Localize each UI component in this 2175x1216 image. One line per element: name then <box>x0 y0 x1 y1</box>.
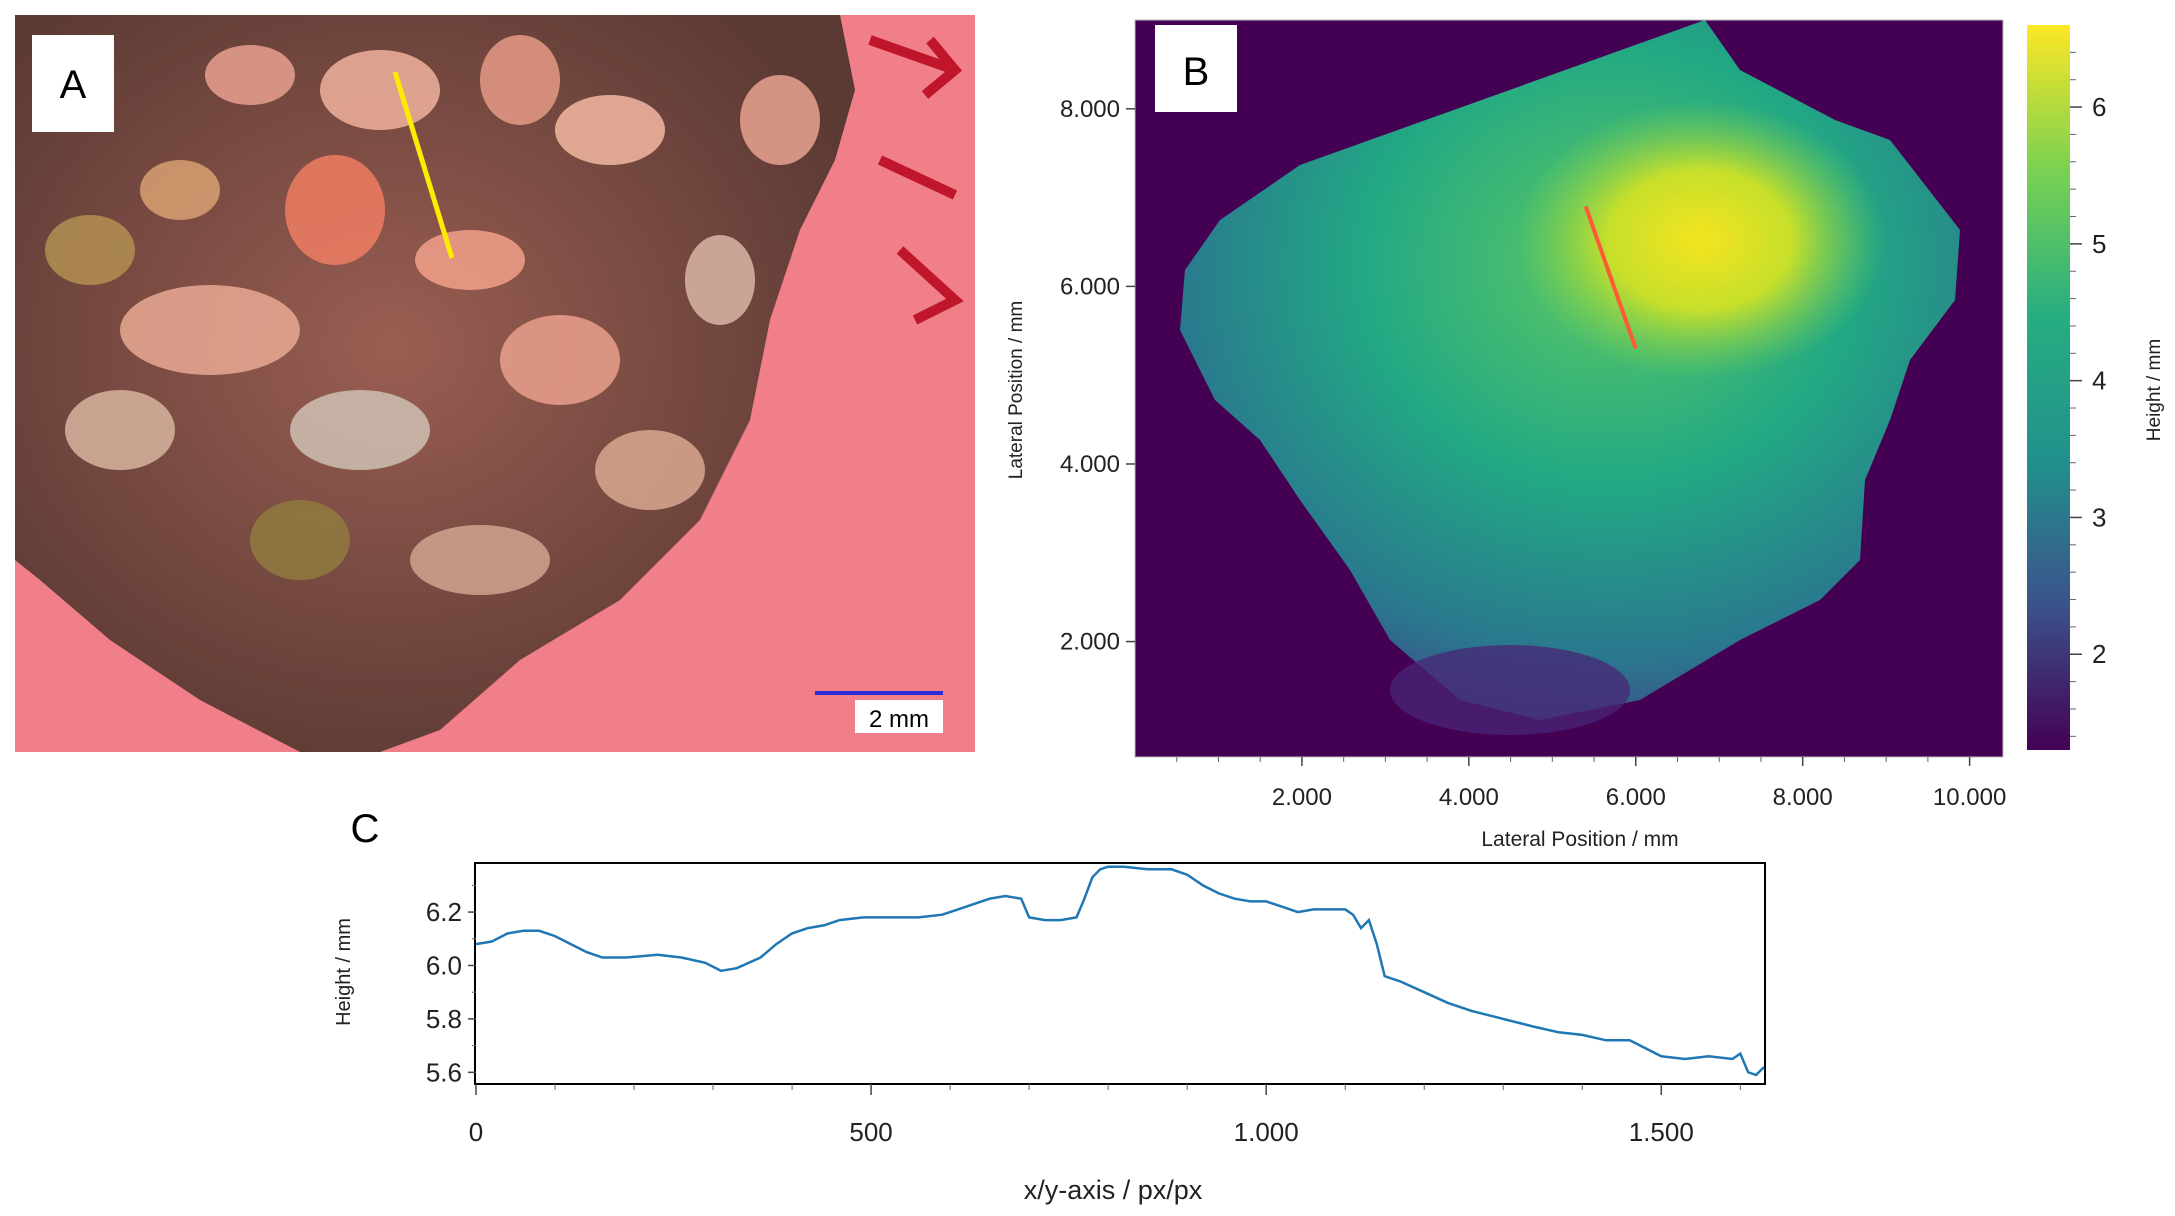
heightmap-y-tick-label: 2.000 <box>1060 629 1120 656</box>
profile-x-tick-label: 0 <box>469 1117 483 1147</box>
heightmap-frame <box>1134 19 2004 758</box>
mineral-grains <box>45 35 820 595</box>
heightmap-x-tick-label: 10.000 <box>1933 784 2006 811</box>
heightmap-y-tick-label: 6.000 <box>1060 273 1120 300</box>
heightmap-x-tick-label: 8.000 <box>1773 784 1833 811</box>
heightmap-y-axis: 2.000 4.000 6.000 8.000 <box>1060 96 1135 656</box>
colorbar-tick-label: 3 <box>2092 502 2106 532</box>
profile-x-tick-label: 1.000 <box>1234 1117 1299 1147</box>
profile-line-a <box>392 71 455 259</box>
panel-b: 2.000 4.000 6.000 8.000 10.000 2.000 4.000 6.0… <box>1006 19 2165 851</box>
profile-y-tick-label: 6.0 <box>426 950 462 980</box>
scale-bar-label: 2 mm <box>869 706 929 733</box>
heightmap-peak <box>1515 100 1885 380</box>
red-arrow-marks <box>868 35 964 325</box>
panel-c: C 0 500 1.000 1.500 5.6 5.8 6.0 6.2 x/y-axis /… <box>333 807 1766 1205</box>
profile-y-tick-label: 6.2 <box>426 897 462 927</box>
panel-a: A 2 mm <box>15 15 975 752</box>
heightmap-x-tick-label: 4.000 <box>1439 784 1499 811</box>
profile-y-tick-label: 5.6 <box>426 1057 462 1087</box>
heightmap-x-axis: 2.000 4.000 6.000 8.000 10.000 <box>1176 757 2006 811</box>
colorbar <box>2027 25 2070 750</box>
heightmap-y-tick-label: 8.000 <box>1060 96 1120 123</box>
heightmap-x-tick-label: 6.000 <box>1606 784 1666 811</box>
scale-bar-label-box <box>855 700 943 733</box>
panel-a-label-box <box>32 35 114 132</box>
colorbar-tick-label: 6 <box>2092 92 2106 122</box>
profile-y-axis: 5.6 5.8 6.0 6.2 <box>426 884 476 1087</box>
heightmap-x-label: Lateral Position / mm <box>1481 828 1678 851</box>
profile-plot-frame <box>474 862 1766 1085</box>
profile-y-label: Height / mm <box>333 918 355 1026</box>
rock-sample <box>15 15 855 752</box>
profile-x-tick-label: 500 <box>849 1117 892 1147</box>
colorbar-tick-label: 2 <box>2092 639 2106 669</box>
panel-c-label: C <box>351 807 380 851</box>
heightmap-y-label: Lateral Position / mm <box>1006 301 1027 479</box>
profile-x-tick-label: 1.500 <box>1629 1117 1694 1147</box>
profile-line-b <box>1583 205 1638 350</box>
height-profile-series <box>475 865 1765 1077</box>
colorbar-tick-label: 4 <box>2092 366 2106 396</box>
profile-y-tick-label: 5.8 <box>426 1004 462 1034</box>
colorbar-label: Height / mm <box>2144 339 2165 441</box>
heightmap-y-tick-label: 4.000 <box>1060 451 1120 478</box>
panel-a-label: A <box>60 63 87 107</box>
profile-x-axis: 0 500 1.000 1.500 <box>469 1084 1741 1147</box>
panel-b-label: B <box>1183 50 1210 94</box>
profile-x-label: x/y-axis / px/px <box>1024 1175 1203 1205</box>
colorbar-axis: 2 3 4 5 6 <box>2070 51 2106 737</box>
heightmap-x-tick-label: 2.000 <box>1272 784 1332 811</box>
panel-b-label-box <box>1155 25 1237 112</box>
colorbar-tick-label: 5 <box>2092 229 2106 259</box>
heightmap-low-region <box>1390 645 1630 735</box>
